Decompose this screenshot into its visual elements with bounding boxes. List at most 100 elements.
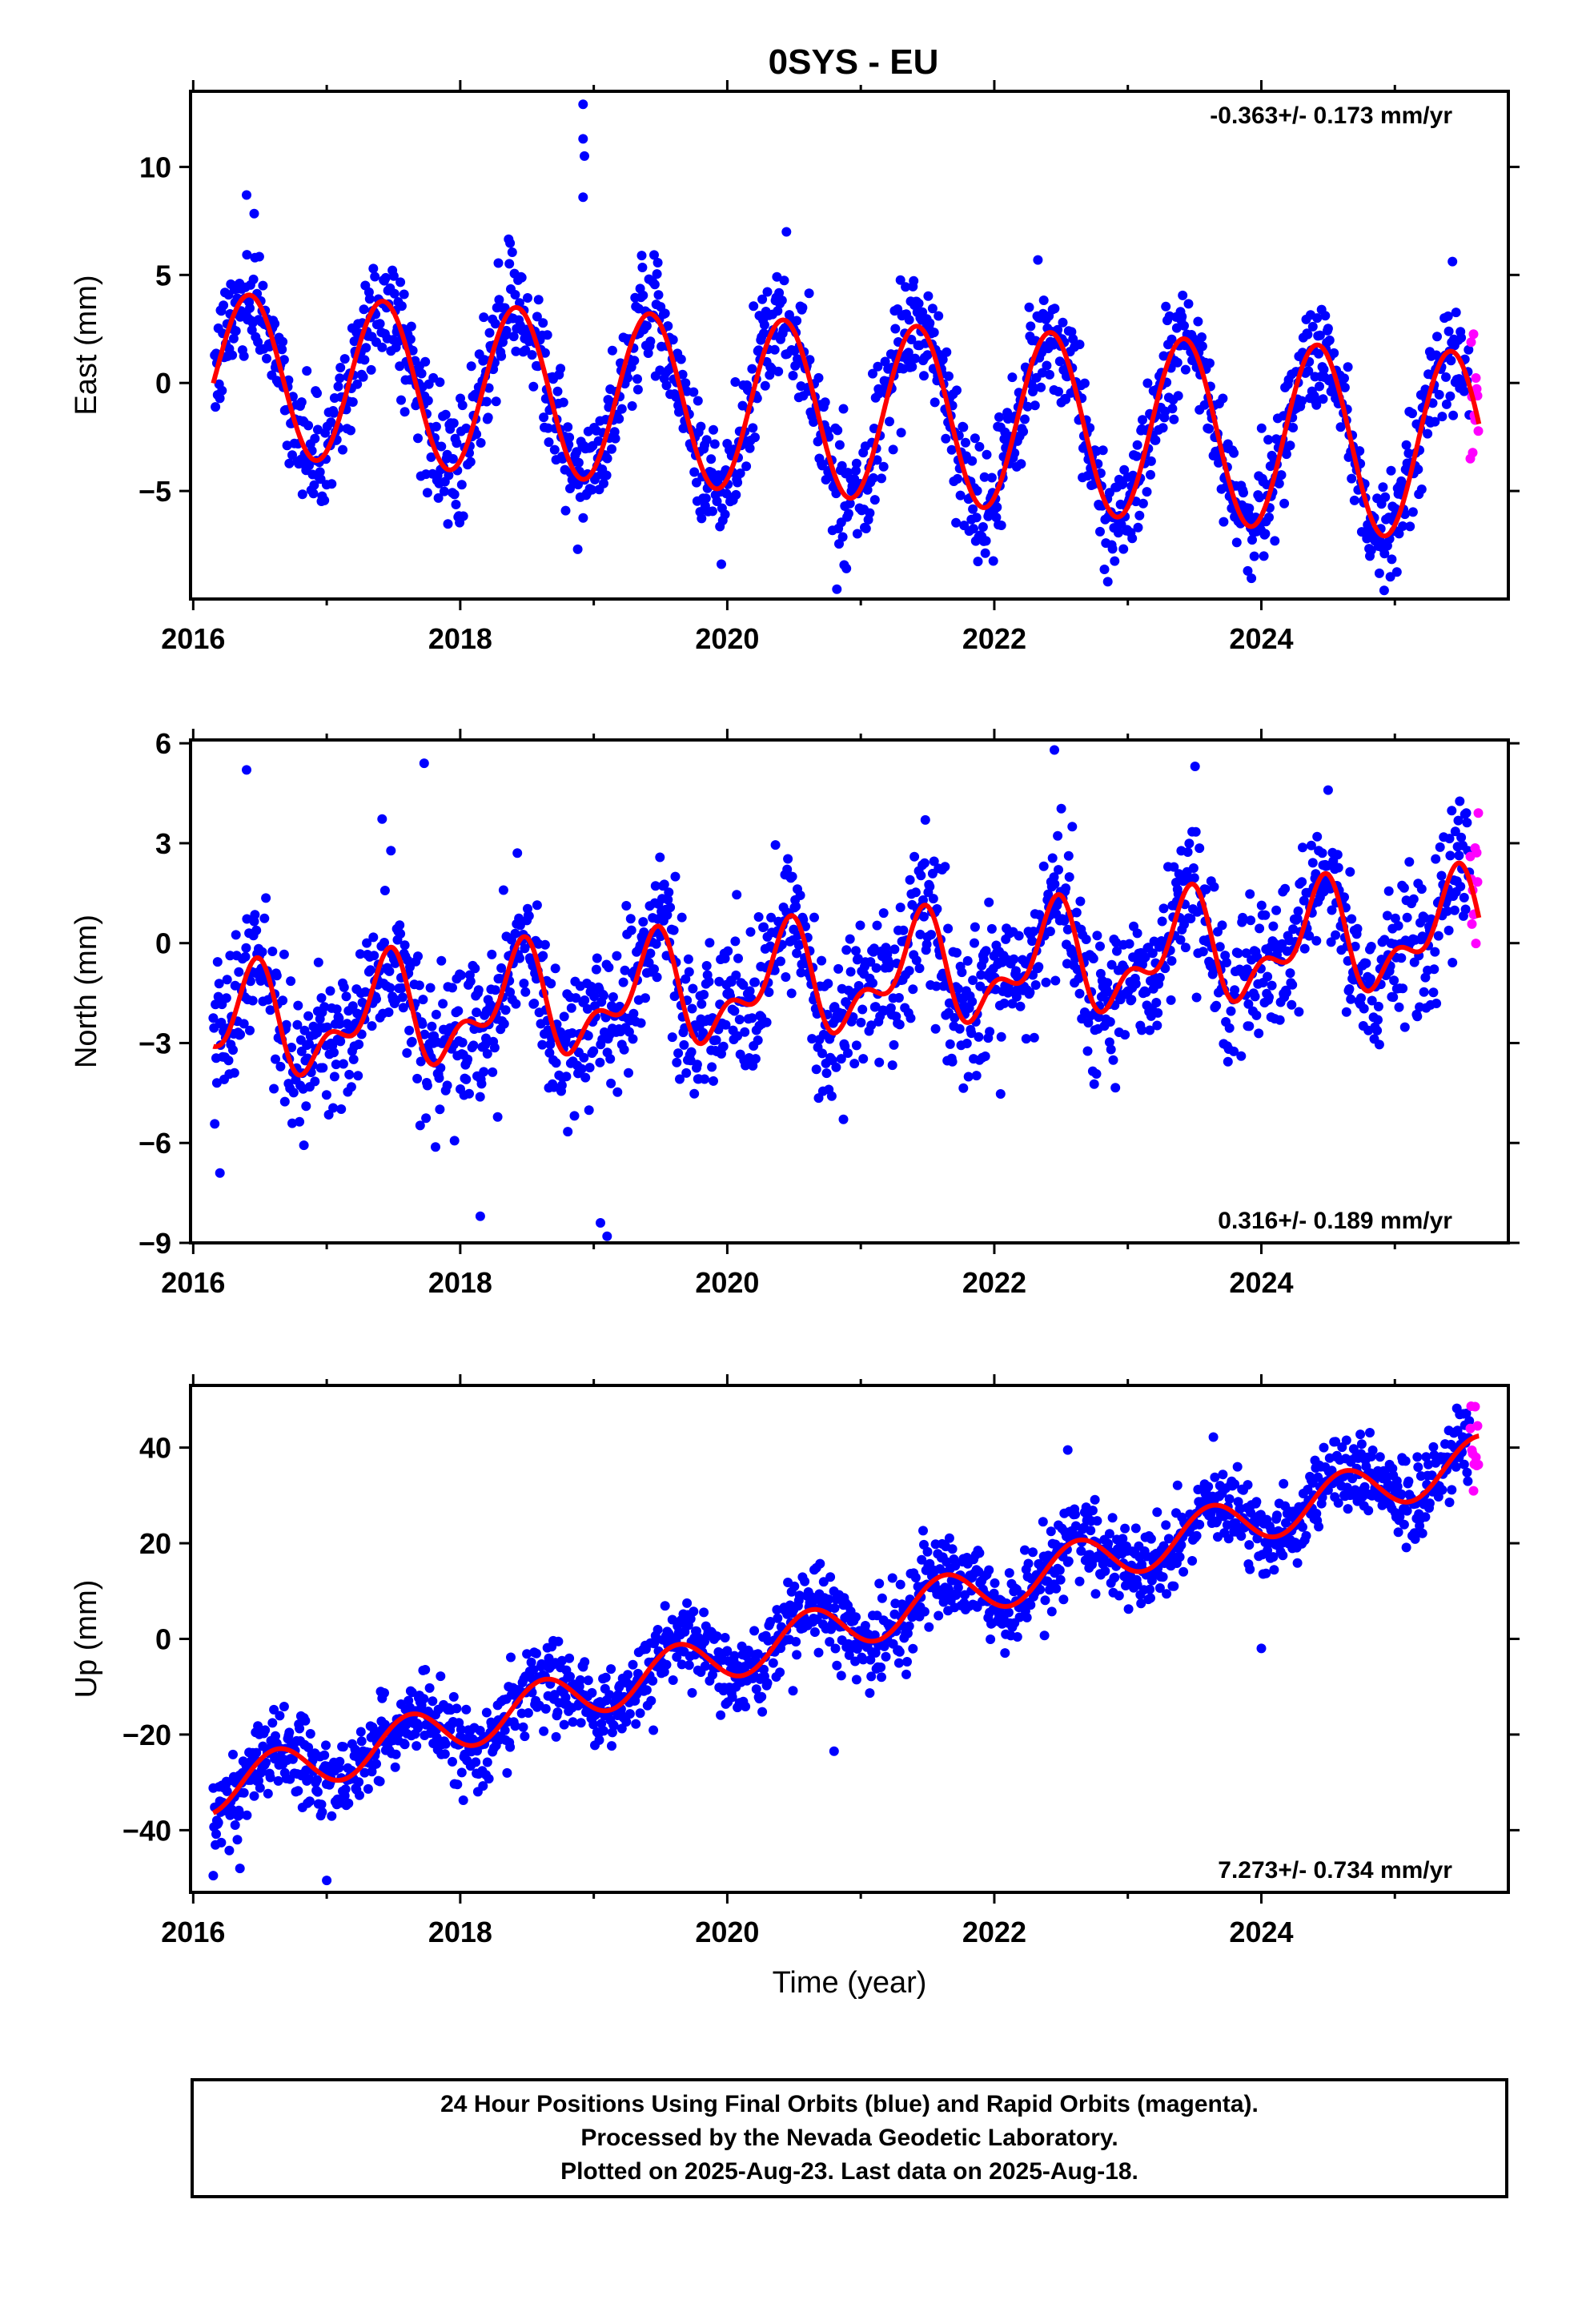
final-orbit-point: [1195, 1519, 1205, 1530]
final-orbit-point: [627, 401, 637, 411]
y-axis-label: North (mm): [70, 915, 103, 1068]
final-orbit-point: [861, 524, 871, 533]
final-orbit-point: [571, 993, 581, 1003]
final-orbit-point: [1428, 987, 1439, 998]
final-orbit-point: [706, 454, 717, 464]
final-orbit-point: [480, 355, 490, 365]
final-orbit-point: [1126, 995, 1137, 1005]
final-orbit-point: [329, 1047, 339, 1058]
final-orbit-point: [599, 478, 608, 489]
final-orbit-point: [972, 485, 982, 496]
final-orbit-point: [586, 981, 596, 991]
final-orbit-point: [472, 1007, 482, 1018]
final-orbit-point: [482, 1048, 492, 1059]
final-orbit-point: [1374, 1039, 1384, 1050]
final-orbit-point: [529, 999, 540, 1008]
final-orbit-point: [279, 1702, 289, 1711]
final-orbit-point: [881, 1651, 891, 1662]
final-orbit-point: [340, 1784, 351, 1795]
final-orbit-point: [1301, 1530, 1311, 1541]
rapid-orbit-point: [1472, 877, 1483, 887]
final-orbit-point: [365, 965, 375, 975]
final-orbit-point: [626, 925, 636, 935]
final-orbit-point: [499, 1019, 509, 1029]
final-orbit-point: [877, 1593, 887, 1603]
final-orbit-point: [553, 1636, 564, 1647]
final-orbit-point: [551, 1058, 561, 1068]
fit-curve: [211, 292, 1482, 539]
final-orbit-point: [1090, 1494, 1100, 1505]
final-orbit-point: [1292, 1558, 1303, 1568]
final-orbit-point: [692, 1059, 702, 1070]
final-orbit-point: [257, 947, 267, 957]
final-orbit-point: [321, 1090, 331, 1100]
final-orbit-point: [986, 923, 997, 934]
final-orbit-point: [1110, 1083, 1121, 1093]
final-orbit-point: [618, 977, 628, 987]
final-orbit-point: [567, 1028, 577, 1038]
final-orbit-point: [1268, 921, 1279, 931]
final-orbit-point: [489, 1043, 500, 1053]
final-orbit-point: [788, 1686, 798, 1696]
final-orbit-point: [687, 1003, 697, 1014]
final-orbit-point: [317, 1807, 327, 1817]
final-orbit-point: [438, 999, 448, 1009]
final-orbit-point: [1022, 1612, 1032, 1622]
final-orbit-point: [1387, 554, 1397, 565]
final-orbit-point: [792, 1650, 802, 1660]
final-orbit-point: [1386, 465, 1396, 476]
final-orbit-point: [895, 1579, 905, 1590]
final-orbit-point: [1429, 964, 1439, 975]
final-orbit-point: [838, 1114, 849, 1124]
final-orbit-point: [773, 1613, 783, 1623]
final-orbit-point: [829, 1603, 840, 1613]
final-orbit-point: [1183, 299, 1194, 309]
final-orbit-point: [721, 1019, 731, 1030]
final-orbit-point: [449, 1136, 460, 1146]
final-orbit-point: [1016, 459, 1026, 469]
final-orbit-point: [335, 1036, 346, 1047]
final-orbit-point: [493, 258, 504, 268]
final-orbit-point: [380, 272, 391, 283]
final-orbit-point: [1151, 998, 1162, 1007]
x-tick-label: 2022: [962, 1266, 1026, 1299]
final-orbit-point: [906, 335, 917, 344]
final-orbit-point: [396, 929, 406, 939]
final-orbit-point: [988, 556, 998, 566]
final-orbit-point: [636, 251, 647, 261]
final-orbit-point: [606, 1664, 616, 1675]
final-orbit-point: [341, 991, 351, 1002]
final-orbit-point: [316, 993, 327, 1003]
final-orbit-point: [395, 920, 405, 931]
final-orbit-point: [344, 1069, 355, 1080]
final-orbit-point: [1256, 423, 1267, 433]
final-orbit-point: [1427, 398, 1438, 408]
final-orbit-point: [1299, 943, 1310, 954]
final-orbit-point: [924, 1622, 934, 1632]
final-orbit-point: [1000, 1648, 1010, 1659]
final-orbit-point: [851, 1612, 861, 1622]
final-orbit-point: [607, 1741, 616, 1751]
x-tick-label: 2016: [161, 622, 225, 655]
final-orbit-point: [510, 928, 520, 939]
final-orbit-point: [681, 378, 691, 388]
final-orbit-point: [416, 1056, 426, 1067]
final-orbit-point: [1146, 456, 1156, 466]
final-orbit-point: [1441, 399, 1452, 409]
final-orbit-point: [894, 1019, 905, 1030]
final-orbit-point: [1030, 400, 1040, 411]
final-orbit-point: [1110, 1572, 1120, 1582]
final-orbit-point: [845, 967, 856, 977]
final-orbit-point: [720, 1633, 730, 1642]
final-orbit-point: [749, 1626, 760, 1636]
final-orbit-point: [353, 1071, 363, 1081]
final-orbit-point: [1058, 317, 1068, 328]
final-orbit-point: [217, 385, 227, 396]
final-orbit-point: [293, 1786, 303, 1796]
final-orbit-point: [813, 372, 824, 383]
final-orbit-point: [359, 304, 369, 315]
final-orbit-point: [1074, 340, 1085, 350]
final-orbit-point: [267, 1718, 278, 1728]
final-orbit-point: [593, 436, 604, 446]
